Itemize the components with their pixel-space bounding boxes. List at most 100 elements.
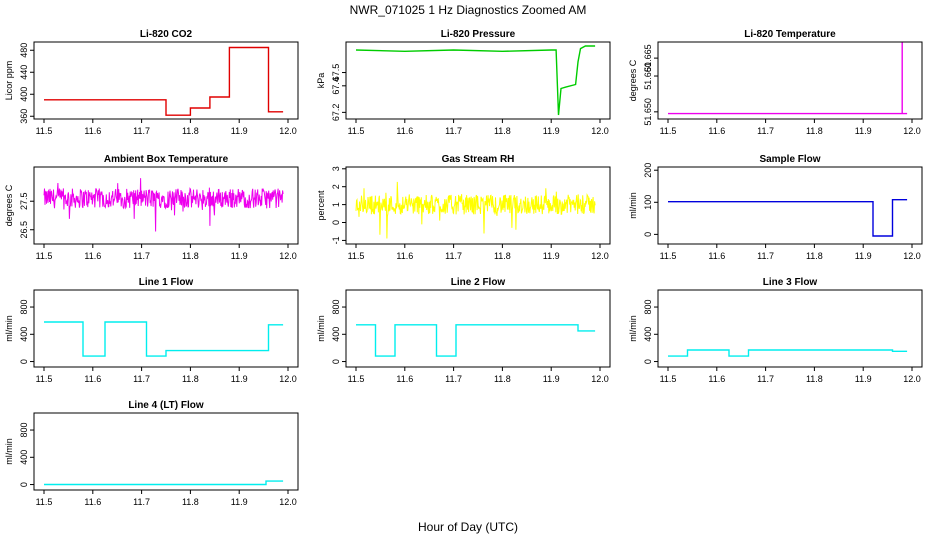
x-tick-label: 12.0 — [591, 251, 609, 261]
figure-xlabel: Hour of Day (UTC) — [418, 520, 518, 534]
series-line-0 — [44, 321, 284, 357]
x-tick-label: 11.6 — [396, 251, 413, 261]
panel-title: Line 4 (LT) Flow — [128, 400, 204, 411]
plot-frame — [33, 166, 299, 245]
y-tick-label: 0 — [331, 220, 341, 225]
y-tick-label: 0 — [19, 359, 29, 364]
panel-title: Sample Flow — [759, 154, 820, 165]
series-line-0 — [43, 178, 284, 232]
series-line-0 — [668, 198, 908, 237]
x-tick-label: 11.6 — [84, 126, 101, 136]
x-tick-label: 12.0 — [279, 497, 297, 507]
panel-grid: Li-820 CO2 11.5 11.6 11.7 11.8 11.9 12.0 360 400… — [4, 29, 923, 507]
y-tick-label: 0 — [643, 232, 653, 237]
x-tick-label: 11.5 — [660, 374, 677, 384]
y-tick-label: 3 — [331, 166, 341, 171]
x-tick-label: 12.0 — [591, 126, 609, 136]
series-line-0 — [668, 349, 908, 357]
x-tick-label: 11.9 — [231, 374, 248, 384]
y-tick-label: 200 — [643, 163, 653, 178]
plot-frame — [657, 41, 923, 120]
x-tick-label: 11.8 — [806, 374, 823, 384]
plot-frame — [33, 412, 299, 491]
y-tick-label: 1 — [331, 202, 341, 207]
x-tick-label: 11.9 — [543, 126, 560, 136]
panel-1: Li-820 Pressure 11.5 11.6 11.7 11.8 11.9 12.0 6… — [316, 29, 611, 136]
x-tick-label: 11.7 — [445, 251, 462, 261]
y-tick-label: 100 — [643, 195, 653, 210]
x-tick-label: 11.9 — [855, 251, 872, 261]
y-tick-label: -1 — [331, 236, 341, 244]
x-tick-label: 11.8 — [494, 126, 511, 136]
panel-9: Line 4 (LT) Flow 11.5 11.6 11.7 11.8 11.9 12.0… — [4, 400, 299, 507]
x-tick-label: 11.5 — [36, 497, 53, 507]
x-tick-label: 11.5 — [660, 126, 677, 136]
x-tick-label: 11.5 — [36, 126, 53, 136]
x-tick-label: 12.0 — [903, 251, 921, 261]
panel-5: Sample Flow 11.5 11.6 11.7 11.8 11.9 12.0 0 100 2… — [628, 154, 923, 261]
x-tick-label: 12.0 — [903, 126, 921, 136]
y-tick-label: 67.5 — [331, 64, 341, 82]
x-tick-label: 11.5 — [348, 374, 365, 384]
y-tick-label: 0 — [331, 359, 341, 364]
plot-frame — [33, 41, 299, 120]
x-tick-label: 11.5 — [36, 374, 53, 384]
x-tick-label: 11.9 — [543, 251, 560, 261]
x-tick-label: 11.8 — [182, 251, 199, 261]
plot-frame — [33, 289, 299, 368]
x-tick-label: 12.0 — [279, 251, 297, 261]
x-tick-label: 11.6 — [708, 251, 725, 261]
y-axis-label: degrees C — [628, 59, 638, 101]
y-tick-label: 67.4 — [331, 77, 341, 95]
y-tick-label: 0 — [19, 482, 29, 487]
y-tick-label: 26.5 — [19, 221, 29, 239]
panel-title: Line 2 Flow — [451, 277, 506, 288]
panel-3: Ambient Box Temperature 11.5 11.6 11.7 11.8 1… — [4, 154, 299, 261]
plot-frame — [657, 166, 923, 245]
series-line-0 — [356, 324, 596, 357]
panel-2: Li-820 Temperature 11.5 11.6 11.7 11.8 11.9 12… — [628, 29, 923, 136]
y-axis-label: ml/min — [628, 192, 638, 219]
x-tick-label: 11.5 — [660, 251, 677, 261]
x-tick-label: 11.9 — [543, 374, 560, 384]
y-axis-label: Licor ppm — [4, 61, 14, 101]
y-tick-label: 51.650 — [643, 98, 653, 126]
panel-6: Line 1 Flow 11.5 11.6 11.7 11.8 11.9 12.0 0 400 8… — [4, 277, 299, 384]
y-tick-label: 2 — [331, 184, 341, 189]
x-tick-label: 11.8 — [806, 251, 823, 261]
x-tick-label: 11.9 — [231, 497, 248, 507]
panel-title: Gas Stream RH — [442, 154, 515, 165]
figure-title: NWR_071025 1 Hz Diagnostics Zoomed AM — [350, 3, 587, 17]
panel-title: Line 1 Flow — [139, 277, 194, 288]
x-tick-label: 11.5 — [348, 251, 365, 261]
x-tick-label: 11.6 — [84, 374, 101, 384]
x-tick-label: 11.8 — [182, 126, 199, 136]
x-tick-label: 12.0 — [279, 126, 297, 136]
y-tick-label: 400 — [19, 450, 29, 465]
y-tick-label: 800 — [643, 300, 653, 315]
x-tick-label: 11.6 — [84, 251, 101, 261]
x-tick-label: 12.0 — [903, 374, 921, 384]
panel-0: Li-820 CO2 11.5 11.6 11.7 11.8 11.9 12.0 360 400… — [4, 29, 299, 136]
y-tick-label: 480 — [19, 43, 29, 58]
y-axis-label: degrees C — [4, 184, 14, 226]
x-tick-label: 11.9 — [231, 251, 248, 261]
y-axis-label: kPa — [316, 73, 326, 89]
x-tick-label: 11.5 — [348, 126, 365, 136]
x-tick-label: 11.8 — [182, 374, 199, 384]
x-tick-label: 11.7 — [757, 251, 774, 261]
plot-frame — [657, 289, 923, 368]
x-tick-label: 11.7 — [133, 497, 150, 507]
y-axis-label: ml/min — [4, 438, 14, 465]
y-tick-label: 67.2 — [331, 104, 341, 122]
x-tick-label: 11.9 — [855, 374, 872, 384]
y-axis-label: ml/min — [4, 315, 14, 342]
plot-frame — [345, 41, 611, 120]
panel-title: Ambient Box Temperature — [104, 154, 229, 165]
x-tick-label: 12.0 — [591, 374, 609, 384]
x-tick-label: 11.9 — [231, 126, 248, 136]
x-tick-label: 11.8 — [494, 251, 511, 261]
x-tick-label: 11.7 — [133, 251, 150, 261]
panel-title: Li-820 Pressure — [441, 29, 516, 40]
